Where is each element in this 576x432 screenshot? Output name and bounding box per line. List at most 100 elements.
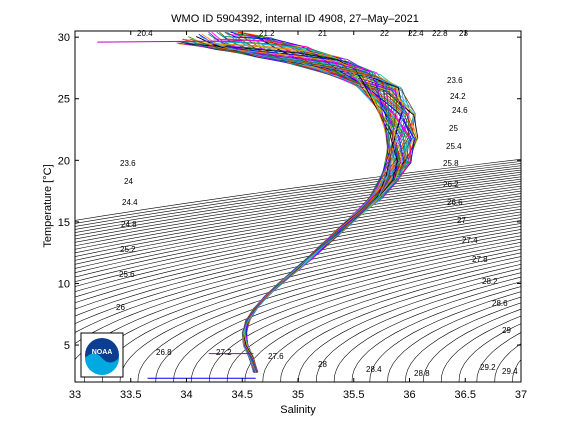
isopycnal-line <box>405 302 521 382</box>
isopycnal-line <box>512 359 521 382</box>
x-tick-label: 34 <box>180 389 192 401</box>
isopycnal-line <box>75 185 521 261</box>
isopycnal-label: 28.4 <box>366 365 382 374</box>
isopycnal-line <box>75 176 521 247</box>
isopycnal-label: 23.6 <box>447 76 463 85</box>
isopycnal-label: 28.2 <box>482 277 498 286</box>
isopycnal-line <box>75 169 521 237</box>
isopycnal-label: 26.2 <box>443 180 459 189</box>
x-tick-label: 36 <box>403 389 415 401</box>
isopycnal-line <box>458 323 521 382</box>
isopycnal-label: 23 <box>459 29 468 38</box>
y-tick-label: 15 <box>58 217 70 229</box>
isopycnal-line <box>548 19 576 389</box>
profile-line <box>189 38 398 373</box>
isopycnal-label: 23.6 <box>120 159 136 168</box>
isopycnal-label: 21 <box>318 29 327 38</box>
isopycnal-line <box>75 181 521 254</box>
x-tick-label: 35.5 <box>343 389 364 401</box>
y-tick-label: 30 <box>58 32 70 44</box>
isopycnal-line <box>476 332 521 382</box>
x-tick-label: 34.5 <box>232 389 253 401</box>
isopycnal-label: 28.8 <box>414 369 430 378</box>
isopycnal-line <box>530 19 576 389</box>
isopycnal-label: 24 <box>124 177 133 186</box>
isopycnal-label: 26.6 <box>447 198 463 207</box>
isopycnal-line <box>101 232 521 382</box>
isopycnal-label: 27.6 <box>268 352 284 361</box>
isopycnal-label: 22 <box>380 29 389 38</box>
isopycnal-line <box>333 281 521 382</box>
logo-wave <box>85 353 119 375</box>
x-axis-label: Salinity <box>280 404 316 416</box>
isopycnal-line <box>262 264 521 382</box>
isopycnal-line <box>369 291 521 382</box>
isopycnal-line <box>280 268 521 382</box>
y-axis-label: Temperature [°C] <box>42 164 54 247</box>
isopycnal-line <box>75 226 521 361</box>
isopycnal-line <box>75 220 521 333</box>
x-axis: 33 33.5 34 34.5 35 35.5 36 36.5 37 <box>69 31 527 401</box>
isopycnal-label: 25.6 <box>119 270 135 279</box>
isopycnal-label: 27.4 <box>462 236 478 245</box>
isopycnal-line <box>75 165 521 230</box>
isopycnal-line <box>75 161 521 224</box>
isopycnal-line <box>226 256 521 382</box>
isopycnal-line <box>298 272 521 382</box>
isopycnal-line <box>422 308 521 382</box>
isopycnal-line <box>387 296 521 382</box>
logo-text: NOAA <box>92 349 113 356</box>
x-tick-label: 35 <box>292 389 304 401</box>
noaa-logo: NOAA <box>80 332 124 378</box>
isopycnal-label: 25.4 <box>446 142 462 151</box>
isopycnal-line <box>75 188 521 265</box>
isopycnal-line <box>440 315 521 382</box>
isopycnal-line <box>173 245 521 382</box>
profile-lines <box>97 31 419 379</box>
isopycnal-line <box>84 229 521 382</box>
isopycnal-label: 21.2 <box>259 29 275 38</box>
isopycnal-line <box>75 167 521 233</box>
isopycnal-line <box>119 235 521 382</box>
isopycnal-line <box>191 248 521 382</box>
isopycnal-line <box>75 198 521 283</box>
isopycnal-label: 24.6 <box>452 106 468 115</box>
isopycnal-line <box>75 200 521 287</box>
isopycnal-label: 22.4 <box>408 29 424 38</box>
isopycnal-line <box>75 183 521 257</box>
isopycnal-label: 29.2 <box>480 363 496 372</box>
y-tick-label: 5 <box>64 340 70 352</box>
x-tick-label: 37 <box>515 389 527 401</box>
isopycnal-label: 29 <box>502 326 511 335</box>
isopycnal-line <box>155 242 521 382</box>
isopycnal-line <box>75 193 521 274</box>
isopycnal-line <box>75 178 521 250</box>
isopycnal-line <box>75 190 521 269</box>
isopycnal-line <box>208 252 521 382</box>
x-tick-label: 33 <box>69 389 81 401</box>
isopycnal-label: 25 <box>449 124 458 133</box>
x-tick-label: 36.5 <box>455 389 476 401</box>
profile-tail <box>97 40 243 43</box>
isopycnal-label: 27.8 <box>472 255 488 264</box>
isopycnal-label: 24.8 <box>121 220 137 229</box>
isopycnal-label: 26.8 <box>156 348 172 357</box>
isopycnal-line <box>75 195 521 278</box>
isopycnal-label: 27 <box>457 216 466 225</box>
isopycnal-label: 25.2 <box>120 245 136 254</box>
isopycnal-labels: 23.6 24 24.4 24.8 25.2 25.6 26 26.8 27.2 27.6 28 23… <box>116 29 518 378</box>
isopycnal-label: 22.8 <box>432 29 448 38</box>
isopycnal-line <box>351 286 521 382</box>
profile-line <box>177 42 392 373</box>
isopycnal-line <box>75 174 521 243</box>
isopycnal-line <box>137 238 521 382</box>
isopycnal-line <box>315 276 521 382</box>
y-tick-label: 20 <box>58 155 70 167</box>
isopycnal-label: 27.2 <box>216 348 232 357</box>
isopycnal-line <box>75 171 521 240</box>
isopycnal-label: 26 <box>116 303 125 312</box>
isopycnal-label: 24.4 <box>122 198 138 207</box>
isopycnal-label: 20.4 <box>137 29 153 38</box>
profile-line <box>199 36 406 373</box>
